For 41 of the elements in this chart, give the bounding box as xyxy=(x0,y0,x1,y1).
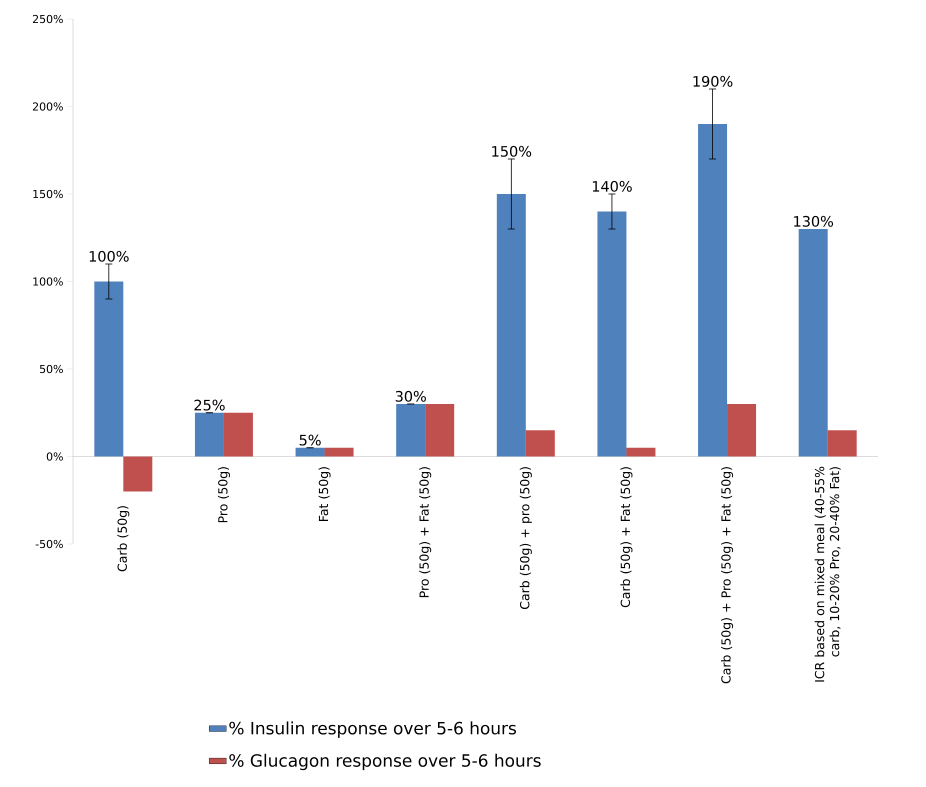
bar xyxy=(828,430,857,456)
bar xyxy=(324,448,354,456)
x-tick-label: Pro (50g) + Fat (50g) xyxy=(419,467,432,598)
bar xyxy=(123,456,152,492)
legend-label: % Glucagon response over 5-6 hours xyxy=(229,754,541,770)
data-label: 190% xyxy=(694,76,732,87)
bar xyxy=(698,124,728,456)
y-tick-label: -50% xyxy=(36,540,63,548)
x-tick-label: Fat (50g) xyxy=(318,467,331,521)
bar xyxy=(496,194,526,456)
bar xyxy=(194,412,224,456)
bar xyxy=(94,282,124,456)
data-label: 5% xyxy=(300,434,321,446)
bar xyxy=(224,412,253,456)
y-tick-label: 50% xyxy=(40,364,63,374)
data-label: 30% xyxy=(396,390,426,402)
y-tick-label: 100% xyxy=(33,277,63,286)
bar xyxy=(727,404,756,456)
x-tick-label: ICR based on mixed meal (40-55% carb, 10-20% Pro, 20-40% Fat) xyxy=(814,466,841,682)
bar xyxy=(296,448,325,456)
x-tick-label: Carb (50g) xyxy=(117,506,130,572)
x-tick-label: Carb (50g) + Pro (50g) + Fat (50g) xyxy=(721,467,734,684)
bar xyxy=(396,404,426,456)
bar xyxy=(425,404,454,456)
x-tick-label: Pro (50g) xyxy=(218,467,230,522)
x-tick-label: Carb (50g) + pro (50g) xyxy=(520,467,532,610)
data-label: 140% xyxy=(592,180,632,192)
data-label: 100% xyxy=(90,250,129,262)
bar xyxy=(798,229,828,456)
y-tick-label: 250% xyxy=(32,14,63,24)
bar xyxy=(626,448,656,456)
bar xyxy=(526,430,555,456)
y-tick-label: 0% xyxy=(46,452,63,461)
y-tick-label: 150% xyxy=(33,190,63,198)
y-tick-label: 200% xyxy=(32,102,63,111)
data-label: 25% xyxy=(194,400,225,411)
x-tick-label: Carb (50g) + Fat (50g) xyxy=(620,467,632,608)
data-label: 130% xyxy=(794,216,834,227)
bar xyxy=(597,212,626,456)
legend-label: % Insulin response over 5-6 hours xyxy=(229,721,516,738)
data-label: 150% xyxy=(492,146,532,157)
